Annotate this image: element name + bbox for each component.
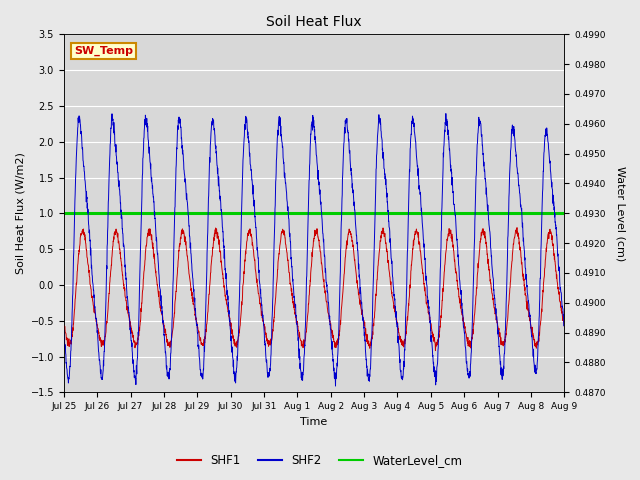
Y-axis label: Water Level (cm): Water Level (cm): [615, 166, 625, 261]
Y-axis label: Soil Heat Flux (W/m2): Soil Heat Flux (W/m2): [15, 152, 25, 274]
Title: Soil Heat Flux: Soil Heat Flux: [266, 15, 362, 29]
Text: SW_Temp: SW_Temp: [74, 46, 132, 56]
Legend: SHF1, SHF2, WaterLevel_cm: SHF1, SHF2, WaterLevel_cm: [173, 449, 467, 472]
X-axis label: Time: Time: [300, 417, 328, 427]
